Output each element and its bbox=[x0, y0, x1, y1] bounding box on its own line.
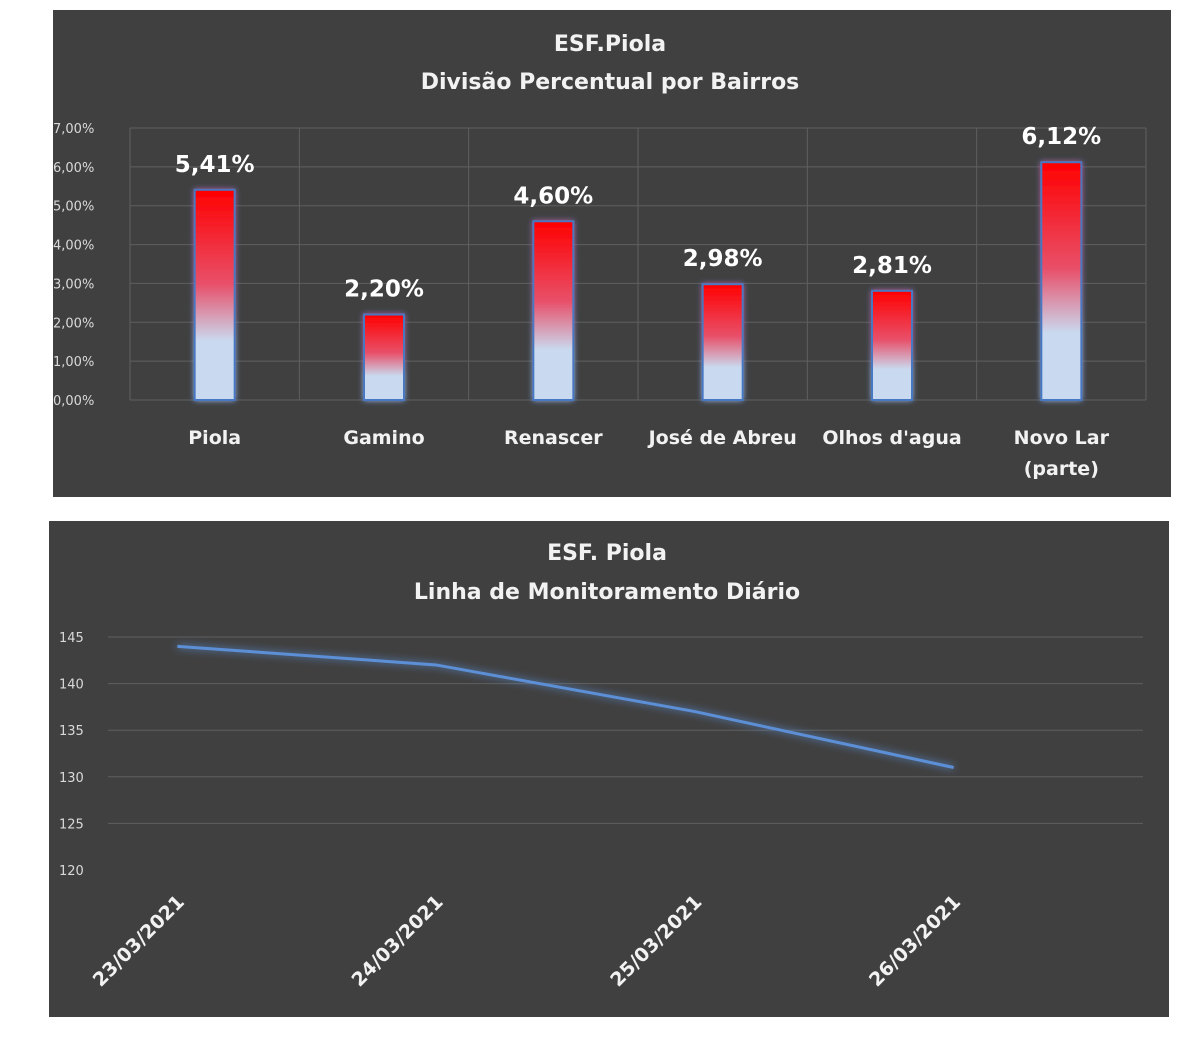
bar-chart-title: ESF.Piola bbox=[554, 32, 666, 57]
line-chart: ESF. Piola Linha de Monitoramento Diário… bbox=[59, 541, 1143, 991]
bar-category-label: Gamino bbox=[343, 427, 424, 449]
bar-data-label: 2,98% bbox=[683, 246, 763, 272]
bar-y-tick-label: 0,00% bbox=[53, 394, 94, 409]
line-chart-subtitle: Linha de Monitoramento Diário bbox=[414, 580, 800, 605]
bar bbox=[532, 220, 575, 401]
bar-category-label: Olhos d'agua bbox=[822, 427, 961, 449]
line-y-tick-label: 145 bbox=[59, 631, 84, 646]
line-y-tick-label: 120 bbox=[59, 864, 84, 879]
line-x-tick-label: 24/03/2021 bbox=[348, 891, 448, 991]
bar-data-label: 4,60% bbox=[513, 183, 593, 209]
bar-category-label: Piola bbox=[188, 427, 241, 449]
bar-chart-subtitle: Divisão Percentual por Bairros bbox=[421, 70, 800, 95]
bar-y-tick-label: 4,00% bbox=[53, 239, 94, 254]
bar-chart: ESF.Piola Divisão Percentual por Bairros… bbox=[53, 32, 1147, 480]
bar-data-label: 2,20% bbox=[344, 277, 424, 303]
bar-data-label: 5,41% bbox=[175, 152, 255, 178]
bar bbox=[871, 289, 913, 401]
line-x-tick-label: 26/03/2021 bbox=[865, 891, 965, 991]
bar-chart-panel: ESF.Piola Divisão Percentual por Bairros… bbox=[53, 10, 1171, 497]
bar-category-label: Renascer bbox=[504, 427, 603, 449]
bar-y-tick-label: 6,00% bbox=[53, 161, 94, 176]
line-y-tick-label: 130 bbox=[59, 771, 84, 786]
bar bbox=[363, 313, 405, 401]
bar bbox=[701, 283, 744, 402]
bar-y-tick-label: 2,00% bbox=[53, 316, 94, 331]
bar-y-tick-label: 3,00% bbox=[53, 277, 94, 292]
line-series bbox=[177, 644, 954, 769]
bar-category-label: (parte) bbox=[1024, 458, 1099, 480]
line-chart-panel: ESF. Piola Linha de Monitoramento Diário… bbox=[49, 521, 1169, 1017]
line-y-tick-label: 140 bbox=[59, 678, 84, 693]
line-x-tick-label: 23/03/2021 bbox=[89, 891, 189, 991]
line-y-tick-label: 135 bbox=[59, 724, 84, 739]
bar-y-tick-label: 1,00% bbox=[53, 355, 94, 370]
bar-y-tick-label: 5,00% bbox=[53, 200, 94, 215]
bar bbox=[1040, 161, 1083, 401]
bar-data-label: 6,12% bbox=[1021, 124, 1101, 150]
line-y-tick-label: 125 bbox=[59, 817, 84, 832]
line-chart-title: ESF. Piola bbox=[547, 541, 667, 566]
bar-category-label: Novo Lar bbox=[1014, 427, 1110, 449]
bar-y-tick-label: 7,00% bbox=[53, 122, 94, 137]
bar-category-label: José de Abreu bbox=[647, 427, 797, 449]
line-x-tick-label: 25/03/2021 bbox=[606, 891, 706, 991]
bar-data-label: 2,81% bbox=[852, 253, 932, 279]
bar bbox=[193, 188, 236, 401]
